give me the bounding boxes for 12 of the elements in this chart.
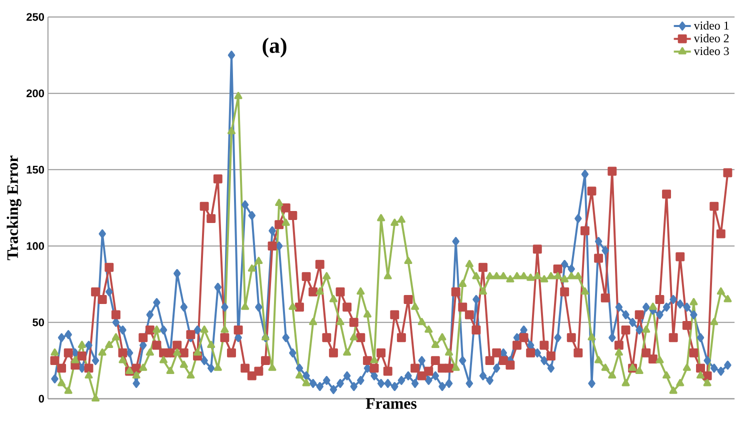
y-tick-label: 200 — [26, 90, 44, 98]
y-tick-label: 100 — [26, 242, 44, 250]
x-axis-title: Frames — [366, 398, 417, 409]
y-tick-label: 0 — [38, 395, 44, 403]
y-axis-title: Tracking Error — [6, 156, 22, 260]
y-tick-label: 150 — [26, 166, 44, 174]
legend-label: video 2 — [694, 34, 729, 42]
annotation: (a) — [262, 38, 286, 58]
legend-label: video 3 — [694, 46, 729, 56]
y-tick-label: 50 — [32, 318, 44, 326]
y-tick-label: 250 — [26, 13, 44, 22]
legend-label: video 1 — [694, 21, 729, 30]
